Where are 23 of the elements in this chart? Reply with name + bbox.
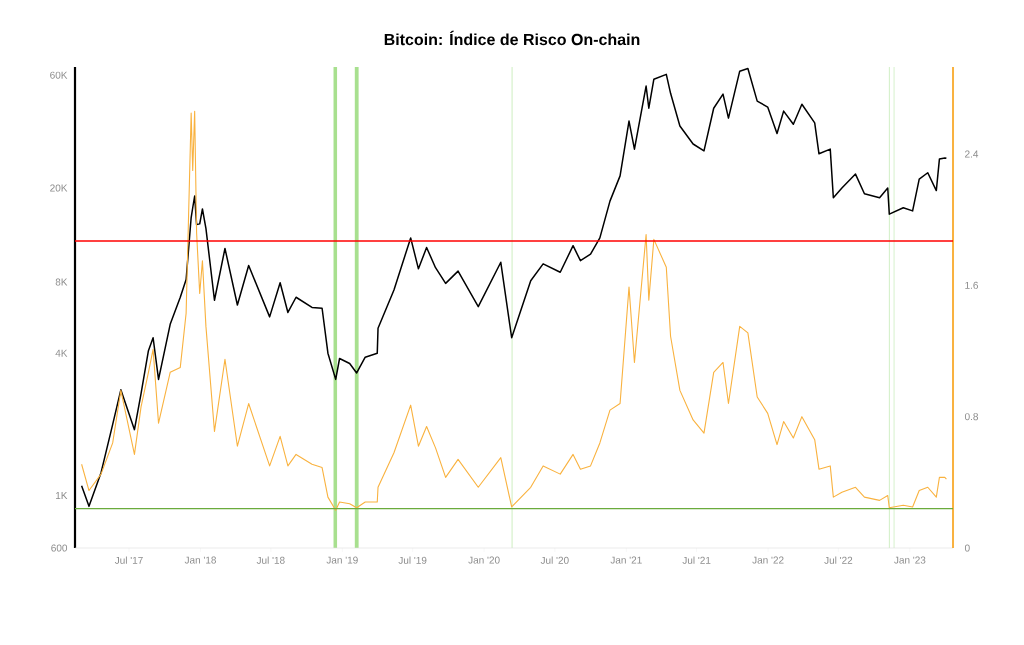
x-tick-label: Jul '21 <box>682 556 711 564</box>
x-tick-label: Jan '21 <box>610 556 642 564</box>
x-tick-label: Jul '20 <box>540 556 569 564</box>
y-tick-label: 1K <box>56 492 68 499</box>
y2-tick-label: 0 <box>964 544 970 552</box>
x-tick-label: Jan '19 <box>326 556 358 564</box>
x-tick-label: Jan '18 <box>184 556 217 564</box>
x-tick-label: Jul '19 <box>398 556 427 564</box>
y-tick-label: 600 <box>51 544 68 552</box>
y-tick-label: 20K <box>50 184 68 192</box>
x-tick-label: Jan '20 <box>468 556 500 564</box>
y2-tick-label: 1.6 <box>965 281 979 289</box>
x-tick-label: Jul '22 <box>824 556 853 564</box>
x-tick-label: Jan '23 <box>894 556 926 564</box>
x-tick-label: Jul '17 <box>114 556 143 564</box>
chart-title: Bitcoin: Índice de Risco On-chain <box>384 30 640 46</box>
x-tick-label: Jan '22 <box>752 556 784 564</box>
y2-tick-label: 0.8 <box>964 413 979 421</box>
y-tick-label: 8K <box>55 278 68 286</box>
y-tick-label: 60K <box>50 71 68 79</box>
x-tick-label: Jul '18 <box>256 556 285 564</box>
y-tick-label: 4K <box>55 349 68 357</box>
y2-tick-label: 2.4 <box>965 150 979 158</box>
